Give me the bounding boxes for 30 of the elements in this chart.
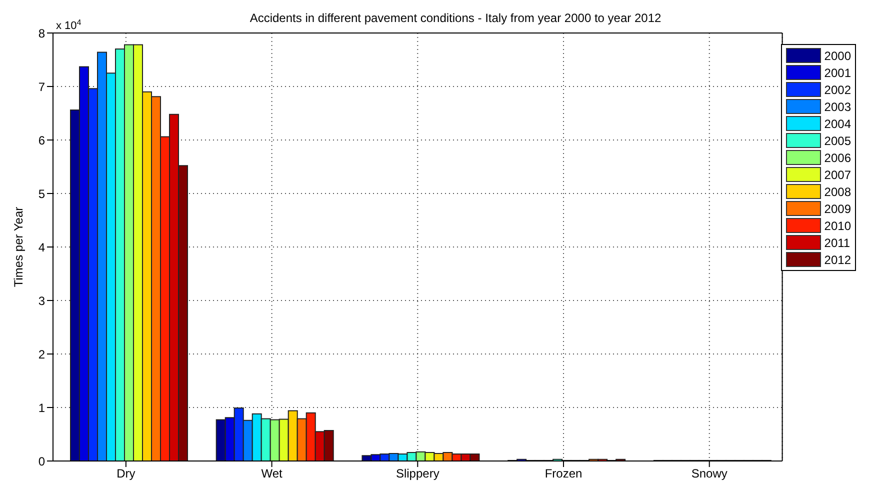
legend-label: 2009 (824, 202, 851, 216)
chart-title: Accidents in different pavement conditions - Italy from year 2000 to year 2012 (250, 11, 662, 25)
legend-label: 2010 (824, 218, 851, 232)
x-tick-label: Dry (116, 466, 136, 481)
y-tick-label: 3 (38, 294, 46, 308)
legend-label: 2012 (824, 252, 851, 266)
y-tick-label: 6 (38, 133, 46, 148)
legend-label: 2001 (824, 66, 851, 80)
x-tick-label: Snowy (691, 466, 728, 481)
legend-label: 2007 (824, 168, 851, 182)
legend-label: 2006 (824, 150, 851, 164)
y-tick-label: 5 (38, 186, 46, 201)
text: x 10$^{4}$ (56, 18, 82, 32)
y-tick-label: 1 (38, 400, 46, 415)
y-tick-label: 4 (38, 240, 46, 254)
y-tick-label: 7 (38, 80, 46, 94)
y-tick-label: 0 (38, 454, 46, 468)
x-tick-label: Frozen (544, 466, 582, 481)
y-axis-title: Times per Year (11, 206, 26, 288)
y-tick-label: 8 (38, 26, 46, 40)
x-tick-label: Wet (261, 466, 284, 481)
legend-label: 2002 (824, 82, 851, 96)
y-tick-label: 2 (38, 347, 46, 362)
legend-label: 2003 (824, 100, 851, 114)
legend-label: 2005 (824, 134, 851, 148)
legend-label: 2004 (824, 116, 851, 130)
legend-label: 2011 (824, 236, 850, 250)
legend-label: 2000 (824, 48, 851, 62)
x-tick-label: Slippery (396, 466, 440, 481)
legend-label: 2008 (824, 184, 851, 198)
